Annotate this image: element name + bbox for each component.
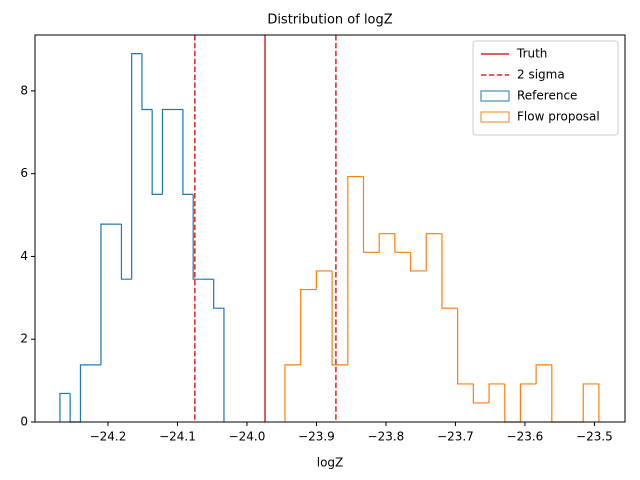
histogram-bin: [182, 109, 194, 195]
x-tick-label: −24.2: [90, 430, 127, 444]
histogram-bin: [300, 288, 317, 365]
x-tick-label: −23.5: [576, 430, 613, 444]
histogram-bin: [347, 175, 364, 365]
histogram-bin: [284, 364, 301, 422]
y-tick-label: 8: [20, 83, 28, 97]
histogram-bin: [472, 383, 490, 404]
y-tick-label: 0: [20, 415, 28, 429]
chart-title: Distribution of logZ: [267, 13, 392, 28]
histogram-bin: [131, 53, 142, 280]
legend-patch: [480, 111, 510, 123]
legend-label: Reference: [517, 89, 577, 103]
histogram-bin: [425, 233, 442, 271]
y-tick-label: 4: [20, 249, 28, 263]
histogram-bin: [79, 364, 91, 422]
histogram-bin: [488, 383, 505, 403]
x-tick-label: −23.8: [368, 430, 405, 444]
legend-label: Truth: [516, 47, 547, 61]
x-tick-label: −23.6: [507, 430, 544, 444]
histogram-bin: [315, 270, 333, 290]
y-tick-label: 2: [20, 332, 28, 346]
histogram-bin: [457, 308, 474, 385]
histogram-bin: [141, 53, 153, 111]
x-axis-label: logZ: [317, 456, 344, 470]
histogram-bin: [362, 176, 380, 253]
histogram-bin: [535, 364, 552, 384]
histogram-bin: [100, 223, 112, 365]
histogram-bin: [409, 252, 427, 272]
legend-label: Flow proposal: [517, 110, 600, 124]
histogram-bin: [151, 109, 163, 195]
legend-label: 2 sigma: [517, 68, 565, 82]
legend-patch: [480, 90, 510, 102]
x-tick-label: −24.0: [229, 430, 266, 444]
histogram-bin: [519, 383, 537, 422]
y-tick-label: 6: [20, 166, 28, 180]
histogram-bin: [582, 383, 600, 422]
histogram-bin: [161, 108, 173, 195]
histogram-bin: [59, 392, 71, 422]
x-tick-label: −24.1: [159, 430, 196, 444]
histogram-bin: [120, 224, 132, 280]
histogram-bin: [213, 279, 225, 422]
histogram-bin: [378, 233, 395, 253]
histogram-bin: [331, 270, 348, 366]
histogram-bin: [394, 233, 411, 253]
x-tick-label: −23.7: [437, 430, 474, 444]
histogram-bin: [441, 233, 458, 309]
x-tick-label: −23.9: [298, 430, 335, 444]
axes-frame: [34, 34, 626, 423]
histogram-bin: [192, 194, 204, 280]
